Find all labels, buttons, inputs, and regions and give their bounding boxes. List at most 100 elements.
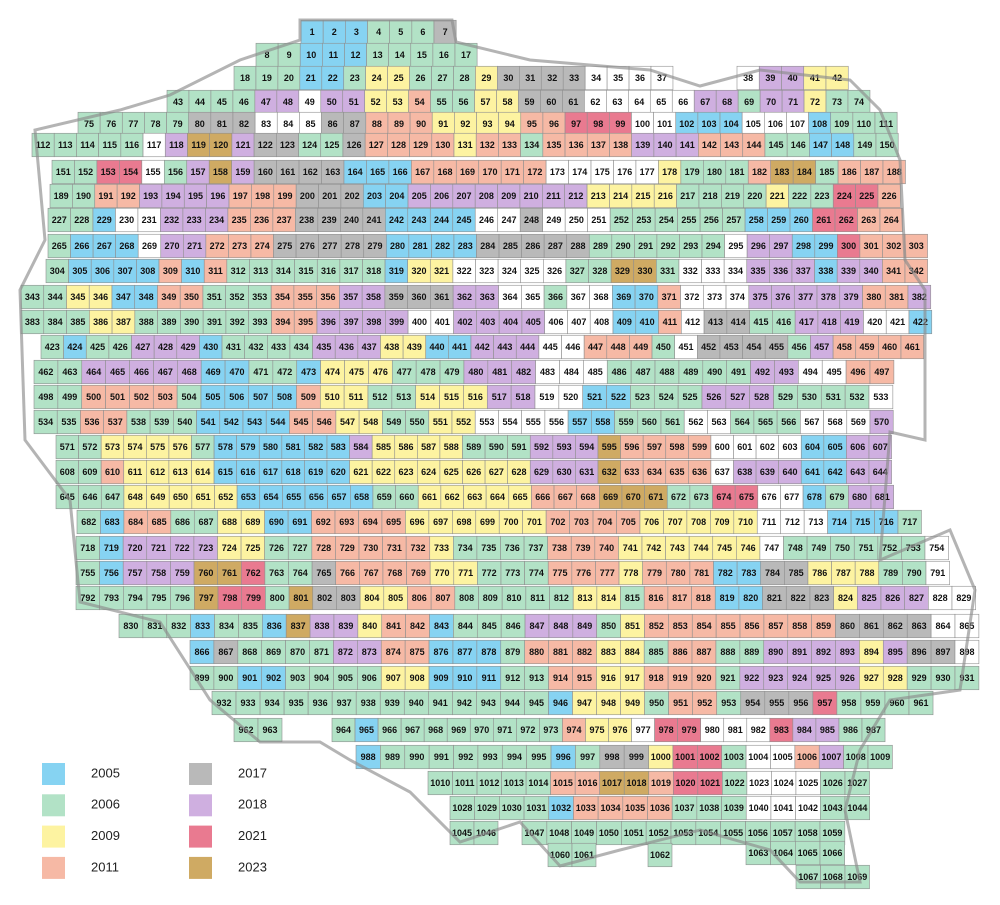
sheet-number: 151 (56, 167, 71, 177)
sheet-number: 981 (728, 725, 743, 735)
sheet-number: 504 (182, 392, 197, 402)
sheet-number: 709 (715, 517, 730, 527)
sheet-number: 1048 (549, 828, 569, 838)
sheet-number: 708 (691, 517, 706, 527)
sheet-number: 439 (407, 342, 422, 352)
sheet-number: 336 (773, 266, 788, 276)
sheet-number: 740 (599, 543, 614, 553)
sheet-number: 268 (119, 241, 134, 251)
sheet-number: 714 (832, 517, 847, 527)
sheet-number: 703 (574, 517, 589, 527)
sheet-number: 1052 (649, 828, 669, 838)
sheet-number: 637 (715, 467, 730, 477)
sheet-number: 248 (524, 215, 539, 225)
sheet-number: 622 (376, 467, 391, 477)
sheet-number: 470 (230, 367, 245, 377)
sheet-number: 717 (902, 517, 917, 527)
sheet-number: 280 (390, 241, 405, 251)
sheet-number: 136 (569, 140, 584, 150)
sheet-number: 844 (458, 621, 473, 631)
sheet-number: 920 (696, 673, 711, 683)
sheet-number: 520 (563, 392, 578, 402)
sheet-number: 95 (527, 119, 537, 129)
sheet-number: 777 (600, 568, 615, 578)
sheet-number: 848 (553, 621, 568, 631)
sheet-number: 69 (744, 97, 754, 107)
sheet-number: 731 (387, 543, 402, 553)
sheet-number: 372 (684, 292, 699, 302)
sheet-number: 340 (864, 266, 879, 276)
sheet-number: 160 (258, 167, 273, 177)
sheet-number: 335 (751, 266, 766, 276)
sheet-number: 963 (262, 725, 277, 735)
sheet-number: 59 (524, 97, 534, 107)
sheet-number: 162 (303, 167, 318, 177)
sheet-number: 54 (415, 97, 425, 107)
sheet-number: 974 (566, 725, 581, 735)
sheet-number: 370 (639, 292, 654, 302)
sheet-number: 491 (731, 367, 746, 377)
sheet-number: 760 (198, 568, 213, 578)
sheet-number: 815 (625, 593, 640, 603)
sheet-number: 584 (353, 442, 368, 452)
sheet-number: 953 (721, 698, 736, 708)
sheet-number: 1015 (553, 778, 573, 788)
sheet-number: 149 (857, 140, 872, 150)
sheet-number: 542 (224, 417, 239, 427)
sheet-number: 259 (771, 215, 786, 225)
sheet-number: 702 (550, 517, 565, 527)
sheet-number: 522 (611, 392, 626, 402)
sheet-number: 819 (720, 593, 735, 603)
sheet-number: 12 (350, 50, 360, 60)
sheet-number: 564 (735, 417, 750, 427)
sheet-number: 137 (591, 140, 606, 150)
sheet-number: 660 (399, 492, 414, 502)
sheet-number: 519 (539, 392, 554, 402)
sheet-number: 281 (413, 241, 428, 251)
sheet-cell (868, 384, 894, 410)
sheet-number: 1018 (626, 778, 646, 788)
sheet-number: 467 (158, 367, 173, 377)
sheet-number: 973 (543, 725, 558, 735)
sheet-number: 457 (814, 342, 829, 352)
sheet-number: 570 (874, 417, 889, 427)
sheet-number: 43 (173, 97, 183, 107)
sheet-number: 697 (433, 517, 448, 527)
sheet-number: 1030 (502, 803, 522, 813)
sheet-number: 1037 (675, 803, 695, 813)
sheet-number: 863 (912, 621, 927, 631)
sheet-number: 189 (54, 191, 69, 201)
sheet-number: 855 (721, 621, 736, 631)
sheet-number: 283 (458, 241, 473, 251)
sheet-number: 611 (128, 467, 143, 477)
sheet-number: 367 (571, 292, 586, 302)
sheet-number: 195 (188, 191, 203, 201)
sheet-number: 349 (161, 292, 176, 302)
sheet-number: 1042 (798, 803, 818, 813)
legend-label: 2023 (238, 859, 267, 874)
sheet-number: 572 (82, 442, 97, 452)
sheet-number: 290 (616, 241, 631, 251)
sheet-number: 878 (481, 647, 496, 657)
sheet-number: 480 (468, 367, 483, 377)
sheet-number: 853 (673, 621, 688, 631)
sheet-number: 867 (218, 647, 233, 657)
sheet-number: 526 (706, 392, 721, 402)
sheet-number: 258 (749, 215, 764, 225)
sheet-number: 16 (439, 50, 449, 60)
sheet-number: 203 (367, 191, 382, 201)
sheet-number: 834 (219, 621, 234, 631)
sheet-number: 548 (363, 417, 378, 427)
sheet-number: 165 (370, 167, 385, 177)
sheet-number: 568 (828, 417, 843, 427)
sheet-number: 934 (265, 698, 280, 708)
sheet-number: 808 (459, 593, 474, 603)
sheet-number: 200 (300, 191, 315, 201)
sheet-number: 772 (482, 568, 497, 578)
sheet-number: 684 (128, 517, 143, 527)
sheet-number: 757 (128, 568, 143, 578)
sheet-number: 565 (758, 417, 773, 427)
sheet-number: 198 (255, 191, 270, 201)
sheet-number: 866 (194, 647, 209, 657)
sheet-number: 190 (76, 191, 91, 201)
